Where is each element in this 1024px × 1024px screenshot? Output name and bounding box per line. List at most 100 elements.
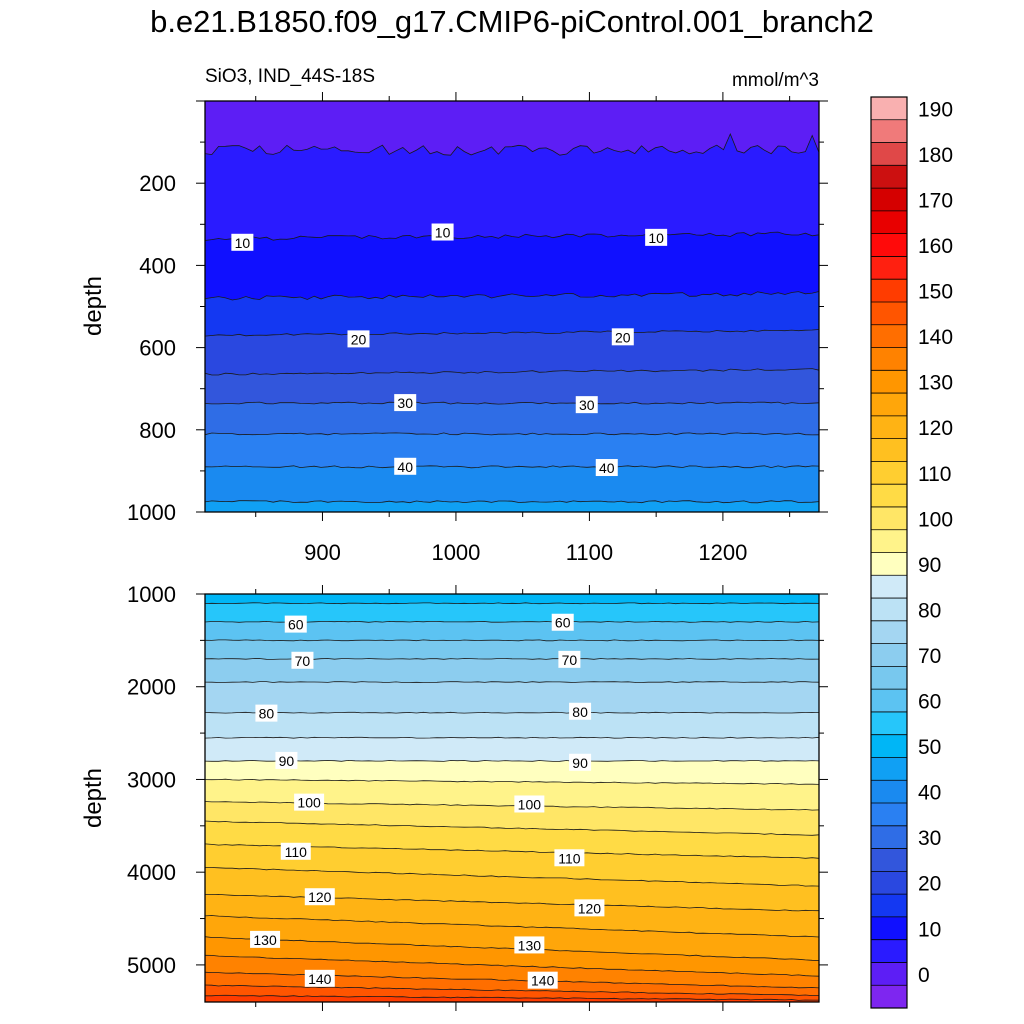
variable-label: SiO3, IND_44S-18S bbox=[205, 66, 375, 87]
contour-label-text: 10 bbox=[235, 235, 251, 251]
contour-label-box bbox=[611, 328, 634, 346]
contour-line bbox=[205, 936, 819, 961]
colorbar-tick-label: 20 bbox=[918, 873, 941, 896]
contour-band bbox=[205, 368, 819, 405]
contour-label: 100 bbox=[514, 795, 545, 813]
lower-panel-ticks: 1000 2000 3000 4000 5000 bbox=[127, 582, 828, 1011]
colorbar-swatch bbox=[871, 689, 907, 713]
y-tick-label: 4000 bbox=[127, 860, 176, 885]
y-tick-label: 800 bbox=[139, 418, 176, 443]
contour-line bbox=[205, 432, 819, 436]
colorbar-swatch bbox=[871, 529, 907, 553]
colorbar-swatch bbox=[871, 871, 907, 895]
contour-label: 130 bbox=[250, 930, 281, 948]
contour-label-box bbox=[394, 394, 417, 412]
lower-panel-contour-labels: 60 60 70 70 80 80 90 90 100 100 110 110 120 120 130 130… bbox=[250, 613, 605, 989]
colorbar-swatch bbox=[871, 97, 907, 121]
colorbar-swatch bbox=[871, 210, 907, 234]
colorbar-tick-label: 160 bbox=[918, 235, 953, 258]
contour-label-box bbox=[569, 753, 592, 771]
contour-band bbox=[205, 465, 819, 504]
colorbar-swatch bbox=[871, 825, 907, 849]
colorbar-swatch bbox=[871, 165, 907, 189]
contour-band bbox=[205, 681, 819, 714]
contour-label: 90 bbox=[569, 753, 592, 771]
contour-label-text: 110 bbox=[285, 844, 308, 860]
contour-line bbox=[205, 401, 819, 405]
colorbar-tick-label: 0 bbox=[918, 964, 930, 987]
contour-label-text: 80 bbox=[259, 706, 275, 722]
contour-label-text: 100 bbox=[518, 796, 542, 812]
contour-line bbox=[205, 820, 819, 836]
contour-label: 30 bbox=[575, 396, 598, 414]
colorbar-swatch bbox=[871, 803, 907, 827]
contour-label: 40 bbox=[394, 457, 417, 475]
contour-label: 20 bbox=[611, 328, 634, 346]
y-tick-label: 3000 bbox=[127, 767, 176, 792]
colorbar-swatch bbox=[871, 985, 907, 1009]
contour-label-text: 40 bbox=[397, 459, 413, 475]
y-tick-label: 2000 bbox=[127, 675, 176, 700]
colorbar-swatch bbox=[871, 916, 907, 940]
contour-label: 90 bbox=[275, 751, 298, 769]
colorbar-tick-label: 50 bbox=[918, 736, 941, 759]
contour-label: 70 bbox=[291, 651, 314, 669]
colorbar-tick-label: 60 bbox=[918, 691, 941, 714]
contour-label-box bbox=[394, 457, 417, 475]
contour-label-text: 130 bbox=[518, 937, 542, 953]
upper-panel-contour-lines bbox=[205, 132, 819, 504]
colorbar-swatch bbox=[871, 324, 907, 348]
contour-label-box bbox=[284, 615, 307, 633]
colorbar-swatch bbox=[871, 962, 907, 986]
contour-label: 140 bbox=[304, 969, 335, 987]
contour-label: 30 bbox=[394, 394, 417, 412]
contour-band bbox=[205, 401, 819, 436]
colorbar-tick-label: 90 bbox=[918, 554, 941, 577]
upper-panel-ticks: 900 1000 1100 1200 200 400 600 800 1000 bbox=[127, 92, 828, 565]
y-tick-label: 5000 bbox=[127, 953, 176, 978]
upper-panel-fill bbox=[205, 101, 819, 512]
colorbar-tick-label: 30 bbox=[918, 827, 941, 850]
contour-label: 140 bbox=[527, 971, 558, 989]
colorbar: 0 10 20 30 40 50 60 70 80 90 100 110 120 130 140 150 160… bbox=[870, 96, 953, 1009]
contour-label: 60 bbox=[551, 613, 574, 631]
contour-line bbox=[205, 778, 819, 785]
contour-label-text: 10 bbox=[435, 225, 451, 241]
contour-line bbox=[205, 954, 819, 977]
contour-line bbox=[205, 994, 819, 1001]
x-tick-label: 1000 bbox=[431, 540, 480, 565]
contour-label-text: 70 bbox=[562, 652, 578, 668]
contour-label-text: 120 bbox=[308, 889, 332, 905]
contour-line bbox=[205, 915, 819, 938]
contour-label-box bbox=[255, 704, 278, 722]
contour-label-text: 100 bbox=[297, 795, 321, 811]
colorbar-swatch bbox=[871, 301, 907, 326]
colorbar-tick-label: 180 bbox=[918, 144, 953, 167]
colorbar-swatch bbox=[871, 438, 907, 462]
colorbar-swatch bbox=[871, 506, 907, 531]
lower-panel-contour-lines bbox=[205, 602, 819, 1001]
contour-label: 100 bbox=[294, 793, 325, 811]
y-tick-label: 1000 bbox=[127, 582, 176, 607]
y-tick-label: 400 bbox=[139, 253, 176, 278]
colorbar-tick-label: 40 bbox=[918, 782, 941, 805]
contour-label: 120 bbox=[304, 888, 335, 906]
colorbar-tick-label: 80 bbox=[918, 599, 941, 622]
contour-label-text: 70 bbox=[295, 653, 311, 669]
colorbar-swatch bbox=[871, 757, 907, 781]
lower-panel-fill bbox=[205, 594, 819, 1002]
colorbar-tick-label: 100 bbox=[918, 508, 953, 531]
contour-label-box bbox=[554, 849, 585, 867]
colorbar-swatch bbox=[871, 734, 907, 758]
contour-line bbox=[205, 291, 819, 301]
contour-line bbox=[205, 736, 819, 739]
contour-line bbox=[205, 867, 819, 887]
colorbar-swatch bbox=[871, 939, 907, 963]
contour-label-text: 90 bbox=[572, 755, 588, 771]
contour-label-text: 30 bbox=[397, 395, 413, 411]
contour-band bbox=[205, 231, 819, 301]
contour-band bbox=[205, 291, 819, 337]
colorbar-tick-label: 10 bbox=[918, 918, 941, 941]
contour-label-box bbox=[431, 223, 454, 241]
